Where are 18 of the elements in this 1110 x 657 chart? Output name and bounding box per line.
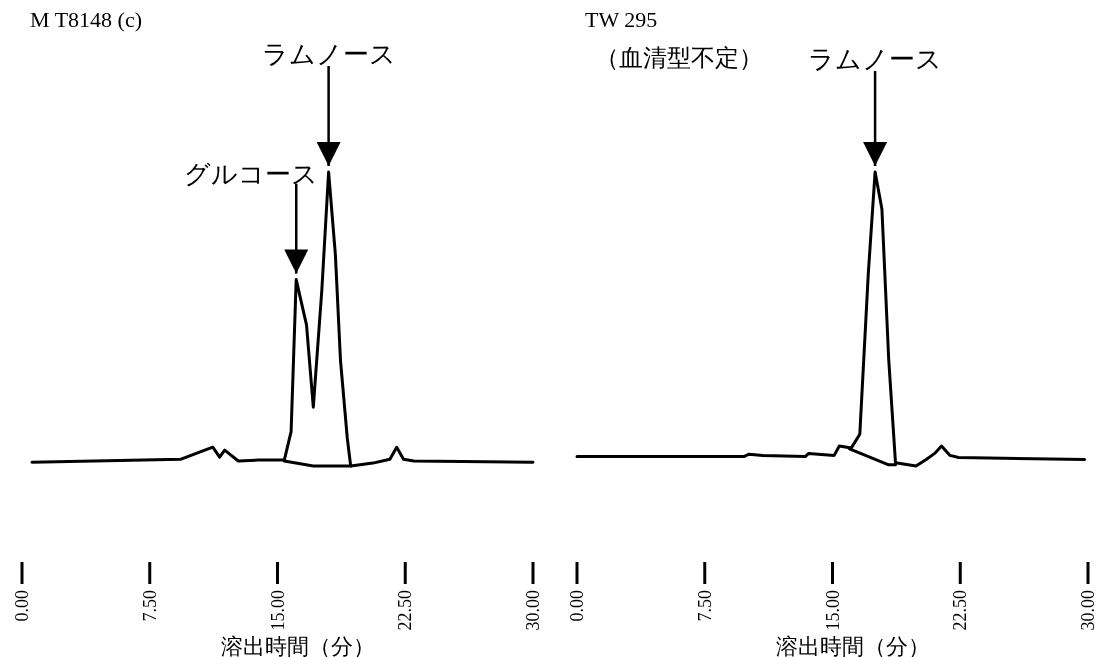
x-tick-label: 0.00 xyxy=(12,590,32,622)
x-tick-label: 22.50 xyxy=(950,590,971,631)
x-tick-label: 15.00 xyxy=(822,590,843,631)
chart-title: TW 295 xyxy=(585,7,658,32)
x-tick-label: 7.50 xyxy=(694,590,715,622)
x-tick-label: 22.50 xyxy=(395,590,416,631)
x-tick-label: 0.00 xyxy=(567,590,587,622)
x-axis-title: 溶出時間（分） xyxy=(775,634,930,657)
chart-title: M T8148 (c) xyxy=(30,7,143,32)
annotation: ラムノース xyxy=(808,45,943,74)
x-tick-label: 30.00 xyxy=(1078,590,1098,631)
annotation: ラムノース xyxy=(808,45,943,166)
chart-subtitle: （血清型不定） xyxy=(595,45,763,71)
x-tick-label: 30.00 xyxy=(523,590,543,631)
annotation: ラムノース xyxy=(261,40,396,69)
x-tick-label: 15.00 xyxy=(267,590,288,631)
x-axis-title: 溶出時間（分） xyxy=(220,634,375,657)
x-tick-label: 7.50 xyxy=(139,590,160,622)
